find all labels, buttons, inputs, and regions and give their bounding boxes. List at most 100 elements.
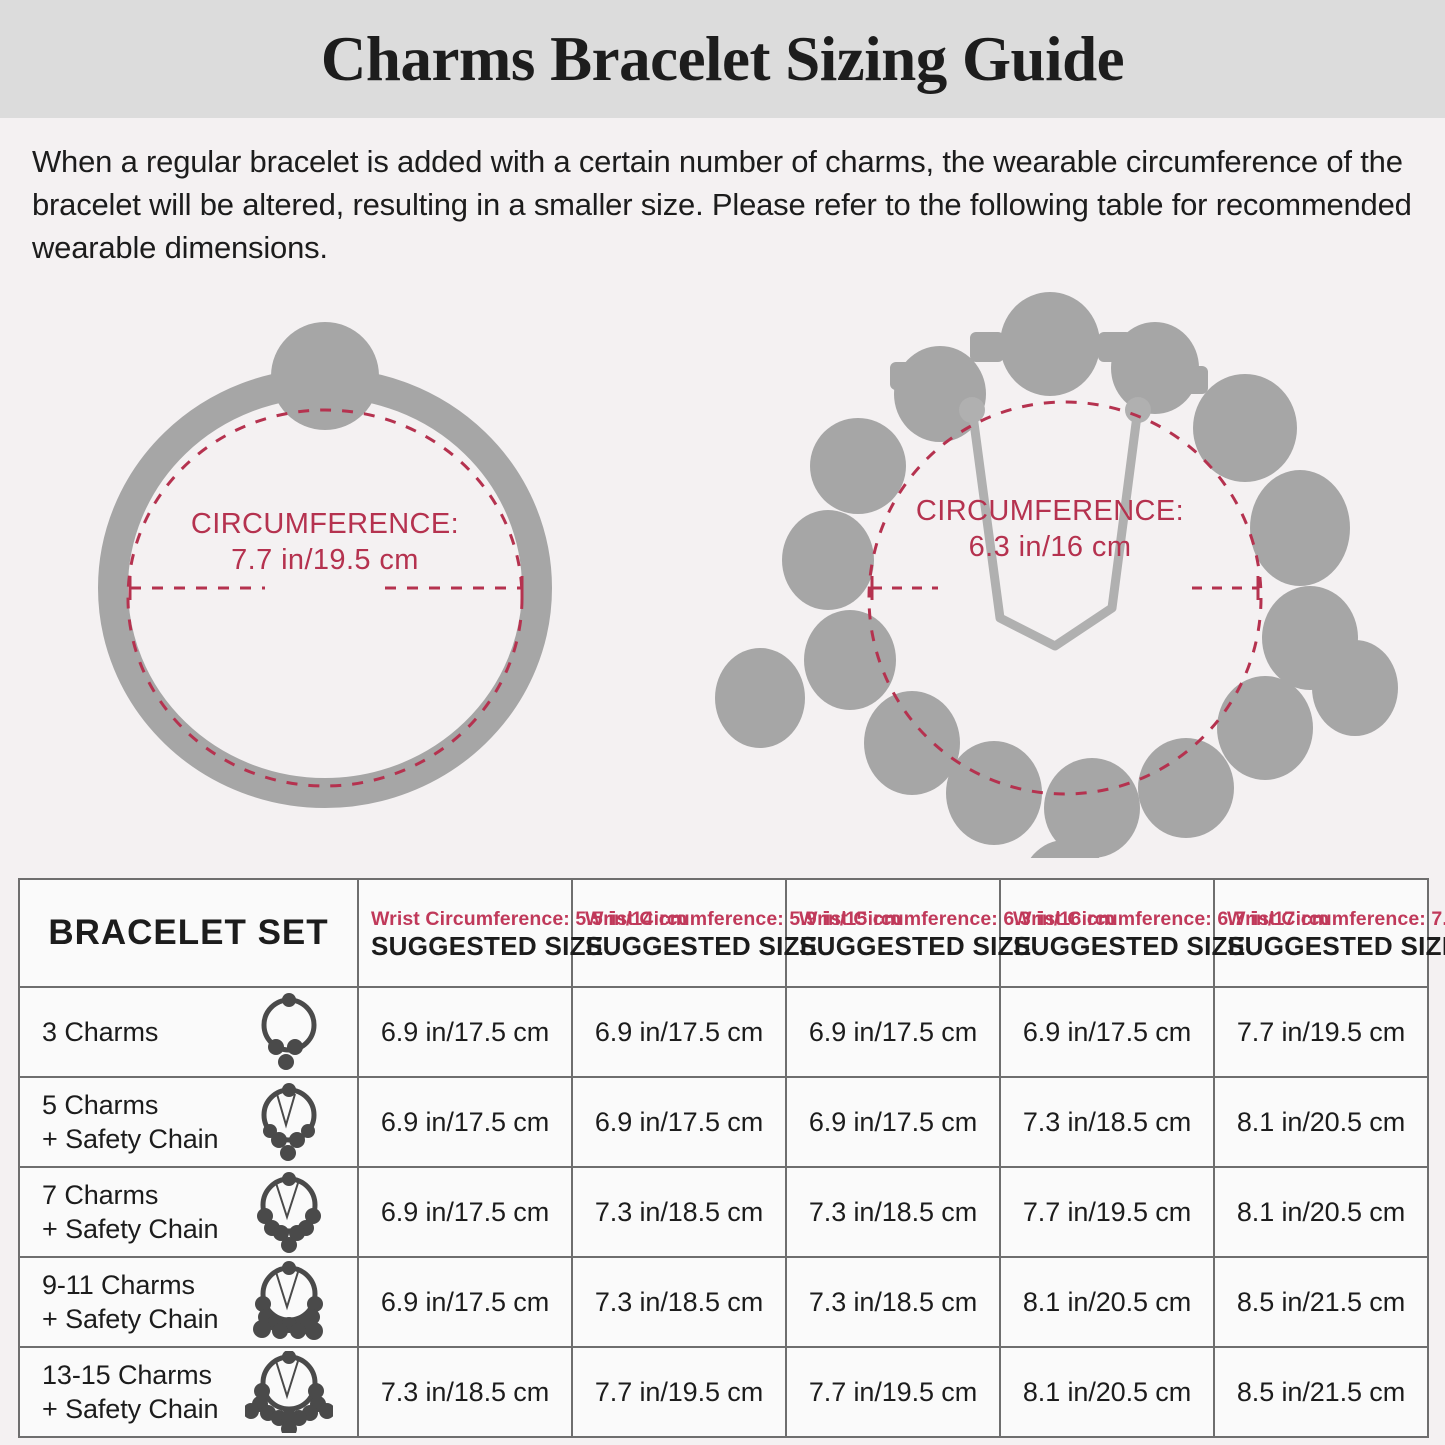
charm-bead [864, 691, 960, 795]
suggested-size-label: SUGGESTED SIZE [799, 930, 1032, 961]
row-header-13-15-charms: 13-15 Charms + Safety Chain [18, 1346, 359, 1438]
wrist-circumference-label: Wrist Circumference: 6.3 in/16 cm [799, 907, 1116, 930]
column-header-wrist-3: Wrist Circumference: 6.3 in/16 cm SUGGES… [785, 878, 1116, 988]
size-cell: 7.3 in/18.5 cm [785, 1166, 1001, 1258]
bracelet-13-15-charms-icon [245, 1351, 333, 1433]
wrist-circumference-label: Wrist Circumference: 6.7 in/17 cm [1013, 907, 1330, 930]
bracelet-7-charms-icon [257, 1172, 321, 1253]
column-header-wrist-4: Wrist Circumference: 6.7 in/17 cm SUGGES… [999, 878, 1330, 988]
size-cell: 6.9 in/17.5 cm [357, 1076, 573, 1168]
row-header-7-charms: 7 Charms + Safety Chain [18, 1166, 359, 1258]
size-cell: 8.1 in/20.5 cm [1213, 1076, 1429, 1168]
header-band: Charms Bracelet Sizing Guide [0, 0, 1445, 118]
bead-connector [890, 362, 920, 390]
column-header-bracelet-set: BRACELET SET [18, 878, 359, 988]
charm-bead [1000, 292, 1100, 396]
size-cell: 6.9 in/17.5 cm [571, 986, 787, 1078]
column-header-wrist-1: Wrist Circumference: 5.5 in/14 cm SUGGES… [357, 878, 688, 988]
size-cell: 7.3 in/18.5 cm [571, 1256, 787, 1348]
size-cell: 8.1 in/20.5 cm [1213, 1166, 1429, 1258]
table-row: 5 Charms + Safety Chain 6. [18, 1076, 1429, 1168]
row-label: 5 Charms + Safety Chain [42, 1090, 219, 1154]
wrist-circumference-label: Wrist Circumference: 5.5 in/14 cm [371, 907, 688, 930]
charm-bead [810, 418, 906, 514]
table-row: 9-11 Charms + Safety Chain [18, 1256, 1429, 1348]
charm-beads [715, 292, 1398, 936]
bracelet-link-left [207, 386, 251, 424]
size-cell: 8.5 in/21.5 cm [1213, 1346, 1429, 1438]
dangling-charm [1312, 640, 1398, 736]
column-header-wrist-2: Wrist Circumference: 5.9 in/15 cm SUGGES… [571, 878, 902, 988]
row-label: 13-15 Charms + Safety Chain [42, 1360, 219, 1424]
charm-bead [1250, 470, 1350, 586]
size-cell: 8.1 in/20.5 cm [999, 1346, 1215, 1438]
intro-paragraph: When a regular bracelet is added with a … [32, 144, 1412, 265]
charms-bracelet-svg [715, 292, 1398, 936]
suggested-size-label: SUGGESTED SIZE [371, 930, 604, 961]
charm-bead [1217, 676, 1313, 780]
bead-connector [1178, 366, 1208, 394]
charm-bead [1193, 374, 1297, 482]
size-cell: 6.9 in/17.5 cm [785, 1076, 1001, 1168]
dangling-charm [715, 648, 805, 748]
size-cell: 6.9 in/17.5 cm [999, 986, 1215, 1078]
size-cell: 7.3 in/18.5 cm [571, 1166, 787, 1258]
size-cell: 6.9 in/17.5 cm [357, 986, 573, 1078]
size-cell: 6.9 in/17.5 cm [785, 986, 1001, 1078]
bracelet-link-right [399, 386, 443, 424]
size-cell: 6.9 in/17.5 cm [571, 1076, 787, 1168]
clasp-bead [271, 322, 379, 430]
charm-bead [804, 610, 896, 710]
row-header-5-charms: 5 Charms + Safety Chain [18, 1076, 359, 1168]
row-label: 3 Charms [42, 1017, 159, 1047]
size-cell: 7.7 in/19.5 cm [571, 1346, 787, 1438]
charm-bead [1044, 758, 1140, 858]
table-body: 3 Charms 6.9 in/17.5 cm 6.9 in/17.5 cm 6… [18, 986, 1429, 1438]
size-cell: 8.5 in/21.5 cm [1213, 1256, 1429, 1348]
column-header-wrist-5: Wrist Circumference: 7.1 in/18 cm SUGGES… [1213, 878, 1445, 988]
size-cell: 8.1 in/20.5 cm [999, 1256, 1215, 1348]
size-cell: 6.9 in/17.5 cm [357, 1256, 573, 1348]
charm-bead [1138, 738, 1234, 838]
circumference-dashed-circle [867, 400, 1263, 796]
size-cell: 7.7 in/19.5 cm [785, 1346, 1001, 1438]
row-header-9-11-charms: 9-11 Charms + Safety Chain [18, 1256, 359, 1348]
wrist-circumference-label: Wrist Circumference: 5.9 in/15 cm [585, 907, 902, 930]
bracelet-9-11-charms-icon [253, 1261, 323, 1340]
safety-chain-clip-left [959, 397, 985, 423]
size-cell: 6.9 in/17.5 cm [357, 1166, 573, 1258]
size-cell: 7.3 in/18.5 cm [357, 1346, 573, 1438]
page-title: Charms Bracelet Sizing Guide [320, 23, 1125, 94]
bracelet-3-charms-icon [261, 993, 317, 1070]
bracelet-5-charms-icon [261, 1083, 317, 1161]
charms-bracelet-illustration: CIRCUMFERENCE: 6.3 in/16 cm [700, 288, 1400, 936]
bracelet-set-label: BRACELET SET [48, 913, 329, 952]
suggested-size-label: SUGGESTED SIZE [1227, 930, 1445, 961]
size-cell: 7.3 in/18.5 cm [999, 1076, 1215, 1168]
row-label: 7 Charms + Safety Chain [42, 1180, 219, 1244]
charm-bead [1111, 322, 1199, 414]
row-label: 9-11 Charms + Safety Chain [42, 1270, 219, 1334]
row-header-3-charms: 3 Charms [18, 986, 359, 1078]
safety-chain [967, 407, 1143, 651]
table-header: BRACELET SET Wrist Circumference: 5.5 in… [18, 878, 1445, 988]
size-cell: 7.3 in/18.5 cm [785, 1256, 1001, 1348]
size-cell: 7.7 in/19.5 cm [1213, 986, 1429, 1078]
size-cell: 7.7 in/19.5 cm [999, 1166, 1215, 1258]
table-header-row: BRACELET SET Wrist Circumference: 5.5 in… [18, 878, 1445, 988]
table-row: 3 Charms 6.9 in/17.5 cm 6.9 in/17.5 cm 6… [18, 986, 1429, 1078]
illustration-row: CIRCUMFERENCE: 7.7 in/19.5 cm [0, 288, 1445, 936]
suggested-size-label: SUGGESTED SIZE [1013, 930, 1246, 961]
wrist-circumference-label: Wrist Circumference: 7.1 in/18 cm [1227, 907, 1445, 930]
safety-chain-clip-right [1125, 397, 1151, 423]
charm-bead [782, 510, 874, 610]
table-row: 7 Charms + Safety Chain [18, 1166, 1429, 1258]
sizing-table: BRACELET SET Wrist Circumference: 5.5 in… [18, 878, 1445, 1438]
bead-connector [970, 332, 1004, 362]
table-row: 13-15 Charms + Safety Chain [18, 1346, 1429, 1438]
suggested-size-label: SUGGESTED SIZE [585, 930, 818, 961]
plain-bracelet-illustration: CIRCUMFERENCE: 7.7 in/19.5 cm [60, 288, 590, 848]
bead-connector [1098, 332, 1132, 362]
charm-bead [946, 741, 1042, 845]
